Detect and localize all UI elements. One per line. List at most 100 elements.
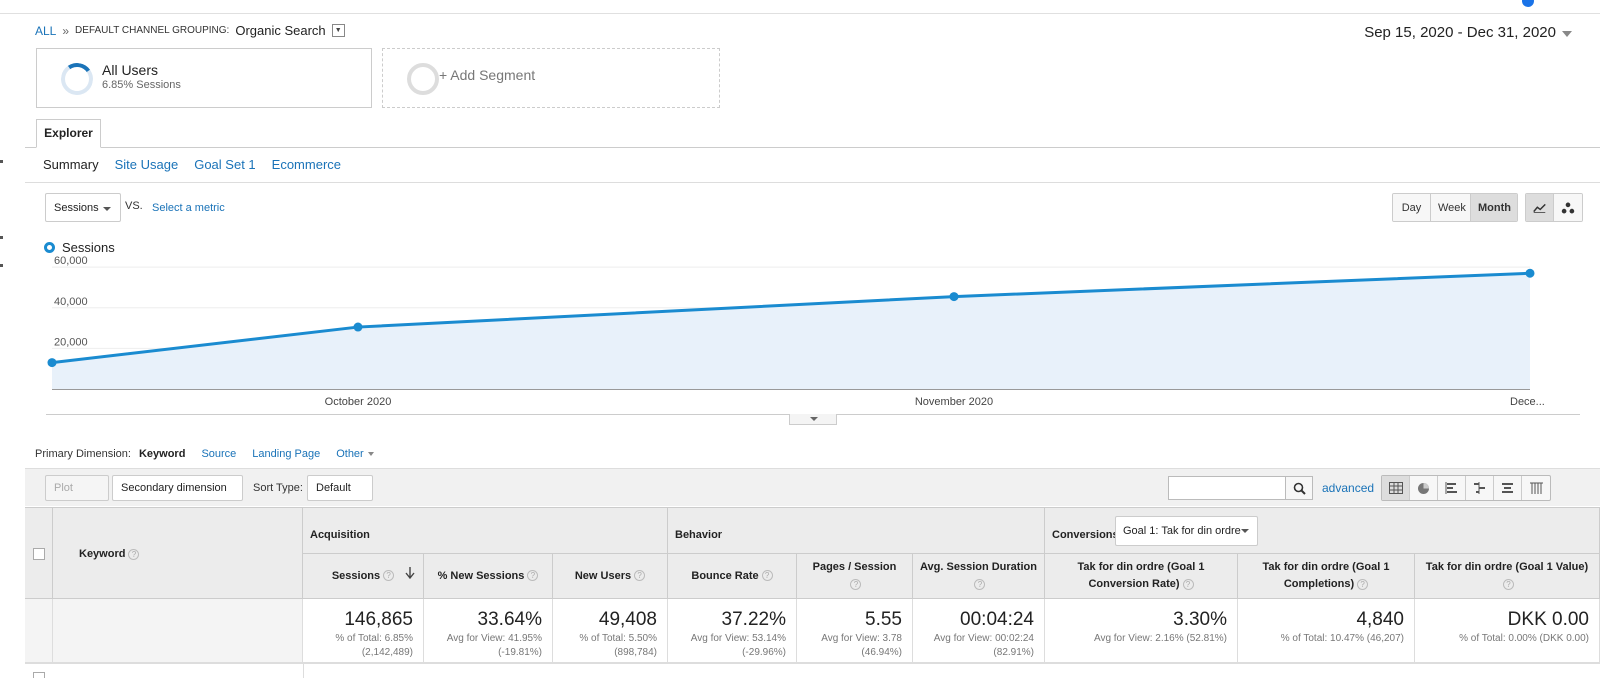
secondary-dimension-dropdown[interactable]: Secondary dimension	[112, 475, 243, 515]
total-goal1-completions: 4,840 % of Total: 10.47% (46,207)	[1238, 599, 1415, 663]
breadcrumb-all-link[interactable]: ALL	[35, 23, 57, 38]
chevron-down-icon: ▼	[334, 27, 342, 34]
data-view-button[interactable]	[1382, 476, 1410, 500]
help-icon[interactable]: ?	[383, 570, 395, 582]
conversions-label: Conversions	[1052, 529, 1119, 541]
keyword-header[interactable]: Keyword?	[53, 508, 303, 599]
help-icon[interactable]: ?	[128, 548, 140, 560]
column-header-goal1-value[interactable]: Tak for din ordre (Goal 1 Value)?	[1415, 554, 1600, 599]
y-tick-label: 20,000	[54, 336, 88, 348]
help-icon[interactable]: ?	[1503, 578, 1514, 590]
data-point[interactable]	[47, 358, 57, 368]
segment-name: All Users	[102, 62, 159, 78]
x-tick-label: October 2020	[325, 396, 392, 408]
date-range-picker[interactable]: Sep 15, 2020 - Dec 31, 2020	[1364, 24, 1572, 41]
pivot-icon	[1529, 482, 1543, 494]
secondary-dimension-label: Secondary dimension	[121, 482, 227, 494]
select-all-cell	[25, 508, 53, 599]
column-header-label: Avg. Session Duration?	[920, 559, 1037, 593]
plot-rows-button[interactable]: Plot Rows	[45, 475, 109, 518]
total-subtext: (-29.96%)	[742, 647, 786, 658]
help-icon[interactable]: ?	[974, 578, 986, 590]
data-table: Keyword? Acquisition Behavior Conversion…	[25, 507, 1600, 678]
total-avg-session-duration: 00:04:24 Avg for View: 00:02:24 (82.91%)	[913, 599, 1045, 663]
subtab-ecommerce[interactable]: Ecommerce	[271, 157, 342, 172]
notification-dot[interactable]	[1522, 0, 1534, 7]
line-chart-button[interactable]	[1526, 194, 1554, 221]
totals-row-label	[53, 599, 303, 663]
behavior-label: Behavior	[675, 529, 723, 541]
subtab-summary[interactable]: Summary	[43, 157, 99, 172]
column-header-sessions[interactable]: Sessions?	[303, 554, 424, 599]
dimension-other[interactable]: Other	[336, 448, 374, 460]
column-header-new-sessions[interactable]: % New Sessions?	[424, 554, 553, 599]
total-subtext: (898,784)	[614, 647, 657, 658]
conversion-goal-dropdown[interactable]: Goal 1: Tak for din ordre	[1115, 516, 1258, 546]
add-segment-button[interactable]: + Add Segment	[382, 48, 720, 108]
column-header-pages-per-session[interactable]: Pages / Session?	[797, 554, 913, 599]
data-point[interactable]	[1525, 268, 1535, 278]
sort-type-value: Default	[316, 482, 351, 494]
column-header-label: Tak for din ordre (Goal 1 Conversion Rat…	[1051, 559, 1231, 593]
total-value: DKK 0.00	[1507, 609, 1589, 630]
help-icon[interactable]: ?	[634, 570, 646, 582]
percentage-view-button[interactable]	[1410, 476, 1438, 500]
dimension-keyword[interactable]: Keyword	[138, 448, 186, 460]
total-sessions: 146,865 % of Total: 6.85% (2,142,489)	[303, 599, 424, 663]
column-header-text: Bounce Rate	[691, 569, 759, 582]
week-button[interactable]: Week	[1431, 194, 1471, 221]
column-header-goal1-conversion-rate[interactable]: Tak for din ordre (Goal 1 Conversion Rat…	[1045, 554, 1238, 599]
comparison-icon	[1474, 482, 1485, 494]
column-header-text: New Users	[574, 569, 632, 582]
column-header-bounce-rate[interactable]: Bounce Rate?	[668, 554, 797, 599]
column-header-avg-session-duration[interactable]: Avg. Session Duration?	[913, 554, 1045, 599]
table-toolbar: Plot Rows Secondary dimension Sort Type:…	[25, 468, 1600, 518]
line-chart-icon	[1533, 203, 1546, 213]
motion-chart-button[interactable]	[1554, 194, 1582, 221]
total-subtext: Avg for View: 53.14%	[690, 633, 786, 644]
table-view-group	[1381, 475, 1551, 501]
column-header-text: Pages / Session	[812, 561, 897, 573]
dimension-landing-page[interactable]: Landing Page	[252, 448, 321, 460]
pivot-view-button[interactable]	[1522, 476, 1550, 500]
select-metric-link[interactable]: Select a metric	[152, 202, 225, 214]
term-cloud-view-button[interactable]	[1494, 476, 1522, 500]
column-header-goal1-completions[interactable]: Tak for din ordre (Goal 1 Completions)?	[1238, 554, 1415, 599]
help-icon[interactable]: ?	[1357, 578, 1369, 590]
date-range-label: Sep 15, 2020 - Dec 31, 2020	[1364, 24, 1556, 41]
comparison-view-button[interactable]	[1466, 476, 1494, 500]
help-icon[interactable]: ?	[1182, 578, 1194, 590]
tab-explorer[interactable]: Explorer	[36, 119, 101, 148]
subtab-site-usage[interactable]: Site Usage	[114, 157, 179, 172]
data-point[interactable]	[353, 322, 363, 332]
total-goal1-conversion-rate: 3.30% Avg for View: 2.16% (52.81%)	[1045, 599, 1238, 663]
total-subtext: Avg for View: 41.95%	[446, 633, 542, 644]
data-point[interactable]	[949, 292, 959, 302]
select-all-checkbox[interactable]	[33, 548, 45, 560]
chart-collapse-handle[interactable]	[789, 414, 837, 425]
total-value: 4,840	[1356, 609, 1404, 630]
keyword-header-text: Keyword	[79, 548, 126, 560]
x-tick-label: November 2020	[915, 396, 993, 408]
search-button[interactable]	[1285, 476, 1313, 500]
metric-dropdown-value: Sessions	[54, 202, 99, 214]
segment-all-users[interactable]: All Users 6.85% Sessions	[36, 48, 372, 108]
day-button[interactable]: Day	[1393, 194, 1431, 221]
row-checkbox[interactable]	[33, 672, 45, 678]
help-icon[interactable]: ?	[761, 570, 773, 582]
total-bounce-rate: 37.22% Avg for View: 53.14% (-29.96%)	[668, 599, 797, 663]
column-header-label: Sessions?	[332, 568, 395, 585]
sort-type-dropdown[interactable]: Default	[307, 475, 373, 515]
metric-dropdown[interactable]: Sessions	[45, 193, 121, 222]
performance-view-button[interactable]	[1438, 476, 1466, 500]
dimension-source[interactable]: Source	[201, 448, 237, 460]
help-icon[interactable]: ?	[527, 570, 539, 582]
column-header-new-users[interactable]: New Users?	[553, 554, 668, 599]
month-button[interactable]: Month	[1471, 194, 1517, 221]
total-value: 3.30%	[1173, 609, 1227, 630]
help-icon[interactable]: ?	[850, 578, 862, 590]
advanced-filter-link[interactable]: advanced	[1322, 481, 1375, 495]
table-search-input[interactable]	[1168, 476, 1286, 500]
channel-grouping-dropdown[interactable]: ▼	[331, 24, 345, 37]
subtab-goal-set-1[interactable]: Goal Set 1	[194, 157, 256, 172]
